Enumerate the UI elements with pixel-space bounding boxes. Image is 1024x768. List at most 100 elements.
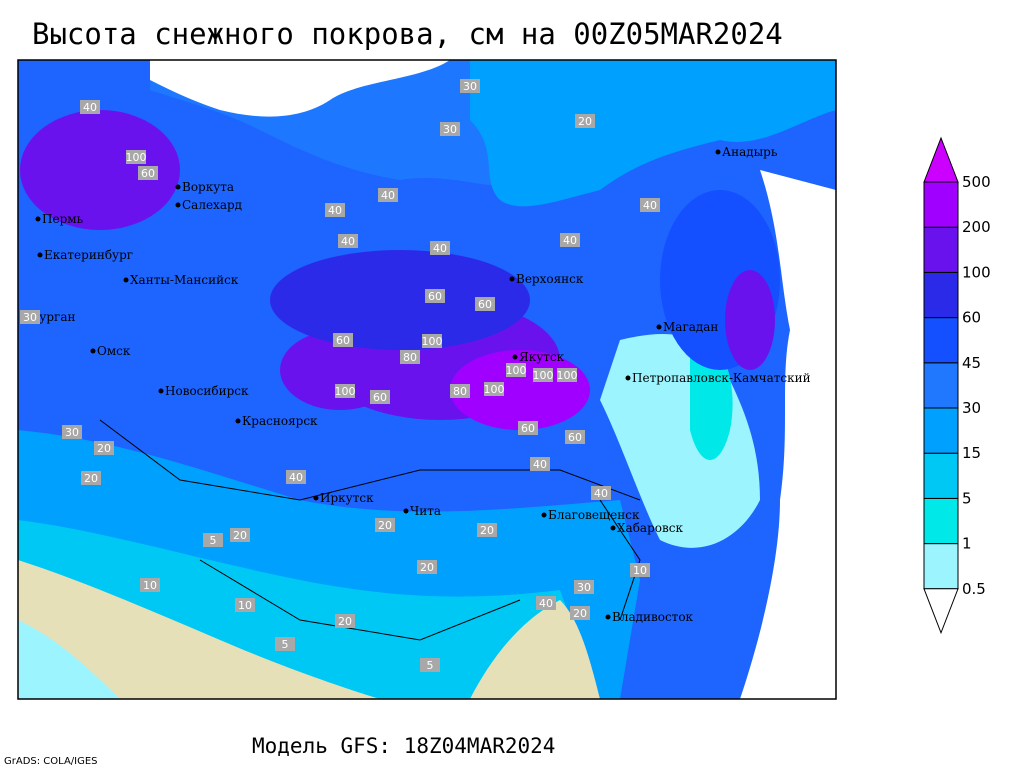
contour-label-box bbox=[203, 533, 223, 547]
city-dot bbox=[403, 508, 409, 514]
contour-label-box bbox=[533, 368, 553, 382]
contour-label-box bbox=[477, 523, 497, 537]
contour-label: 20 bbox=[233, 529, 247, 542]
colorbar-label: 30 bbox=[962, 399, 981, 417]
city-label: Верхоянск bbox=[516, 272, 584, 286]
contour-label-box bbox=[574, 580, 594, 594]
snow-zone-200 bbox=[450, 350, 590, 430]
colorbar-bin bbox=[923, 317, 959, 364]
contour-label: 60 bbox=[373, 391, 387, 404]
contour-label: 40 bbox=[341, 235, 355, 248]
contour-label: 100 bbox=[533, 369, 554, 382]
city-dot bbox=[625, 375, 631, 381]
colorbar-bin bbox=[923, 226, 959, 273]
colorbar-bin bbox=[923, 362, 959, 409]
city-label: Салехард bbox=[182, 198, 242, 212]
contour-label-box bbox=[370, 390, 390, 404]
city-dot bbox=[512, 354, 518, 360]
contour-label-box bbox=[640, 198, 660, 212]
contour-label: 20 bbox=[573, 607, 587, 620]
contour-label: 10 bbox=[238, 599, 252, 612]
colorbar-label: 500 bbox=[962, 173, 991, 191]
contour-label-box bbox=[20, 310, 40, 324]
contour-label: 100 bbox=[335, 385, 356, 398]
contour-label-box bbox=[422, 334, 442, 348]
contour-label: 30 bbox=[577, 581, 591, 594]
contour-label-box bbox=[335, 384, 355, 398]
city-label: Красноярск bbox=[242, 414, 318, 428]
contour-label: 40 bbox=[433, 242, 447, 255]
city-dot bbox=[158, 388, 164, 394]
map-frame bbox=[17, 59, 837, 700]
contour-label: 100 bbox=[126, 151, 147, 164]
contour-label-box bbox=[375, 518, 395, 532]
contour-label-box bbox=[126, 150, 146, 164]
city-dot bbox=[235, 418, 241, 424]
city-label: Пермь bbox=[42, 212, 84, 226]
colorbar-bin bbox=[923, 181, 959, 228]
contour-label: 5 bbox=[210, 534, 217, 547]
contour-label: 30 bbox=[443, 123, 457, 136]
model-label: Модель GFS: 18Z04MAR2024 bbox=[252, 734, 555, 758]
city-dot bbox=[175, 184, 181, 190]
contour-label: 20 bbox=[480, 524, 494, 537]
contour-label: 30 bbox=[65, 426, 79, 439]
contour-label: 60 bbox=[141, 167, 155, 180]
contour-label: 40 bbox=[381, 189, 395, 202]
contour-label-box bbox=[286, 470, 306, 484]
city-label: Новосибирск bbox=[165, 384, 249, 398]
colorbar-bin bbox=[923, 497, 959, 545]
snow-zone-60 bbox=[270, 250, 530, 350]
sea-ice bbox=[470, 60, 836, 207]
city-label: Владивосток bbox=[612, 610, 694, 624]
contour-label-box bbox=[420, 658, 440, 672]
contour-label: 80 bbox=[403, 351, 417, 364]
colorbar-bin bbox=[923, 452, 959, 499]
contour-label: 80 bbox=[453, 385, 467, 398]
city-label: Магадан bbox=[663, 320, 718, 334]
colorbar-bin bbox=[923, 407, 959, 454]
contour-label-box bbox=[536, 596, 556, 610]
colorbar-bin bbox=[923, 271, 959, 319]
contour-label: 5 bbox=[427, 659, 434, 672]
contour-label-box bbox=[80, 100, 100, 114]
contour-label-box bbox=[591, 486, 611, 500]
contour-label-box bbox=[138, 166, 158, 180]
colorbar-label: 200 bbox=[962, 218, 991, 236]
contour-label: 40 bbox=[594, 487, 608, 500]
colorbar-arrow bbox=[923, 136, 959, 183]
city-dot bbox=[123, 277, 129, 283]
city-label: Анадырь bbox=[722, 145, 778, 159]
contour-label-box bbox=[235, 598, 255, 612]
contour-label-box bbox=[460, 79, 480, 93]
city-label: Хабаровск bbox=[617, 521, 683, 535]
city-dot bbox=[610, 525, 616, 531]
ocean bbox=[740, 170, 836, 699]
city-dot bbox=[715, 149, 721, 155]
contour-label: 60 bbox=[521, 422, 535, 435]
contour-label: 40 bbox=[328, 204, 342, 217]
city-label: Екатеринбург bbox=[44, 248, 133, 262]
contour-label: 40 bbox=[83, 101, 97, 114]
city-label: Воркута bbox=[182, 180, 234, 194]
city-label: Курган bbox=[30, 310, 75, 324]
city-dot bbox=[605, 614, 611, 620]
city-label: Ханты-Мансийск bbox=[130, 273, 239, 287]
title: Высота снежного покрова, см на 00Z05MAR2… bbox=[32, 17, 783, 51]
city-label: Якутск bbox=[519, 350, 565, 364]
contour-label: 40 bbox=[643, 199, 657, 212]
colorbar-label: 0.5 bbox=[962, 580, 986, 598]
city-label: Омск bbox=[97, 344, 131, 358]
city-dot bbox=[90, 348, 96, 354]
contour-label: 60 bbox=[568, 431, 582, 444]
contour-label-box bbox=[275, 637, 295, 651]
sea bbox=[150, 60, 450, 117]
colorbar-label: 5 bbox=[962, 489, 972, 507]
city-dot bbox=[656, 324, 662, 330]
contour-label: 10 bbox=[633, 564, 647, 577]
bare-land bbox=[470, 600, 600, 699]
contour-label: 30 bbox=[463, 80, 477, 93]
credit: GrADS: COLA/IGES bbox=[4, 756, 98, 767]
